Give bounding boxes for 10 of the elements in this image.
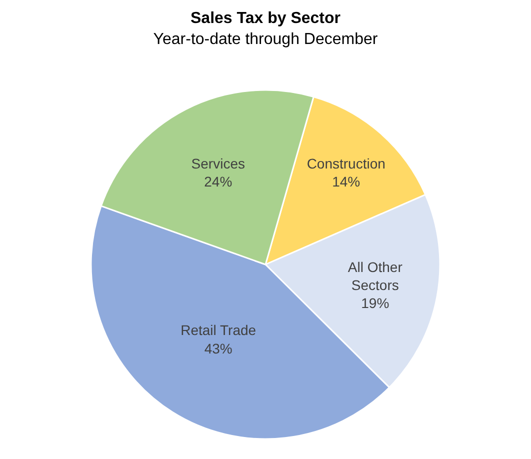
chart-subtitle: Year-to-date through December <box>153 30 378 48</box>
slice-label: Retail Trade <box>180 322 256 338</box>
data-label: 43% <box>204 340 232 356</box>
data-label: 14% <box>332 174 360 190</box>
data-label: 24% <box>204 173 232 190</box>
data-label: 19% <box>361 295 390 312</box>
chart-title: Sales Tax by Sector <box>190 10 340 27</box>
slice-label: Construction <box>306 155 386 172</box>
slice-label: All Other Sectors <box>348 258 403 294</box>
slice-label: Services <box>191 155 245 172</box>
